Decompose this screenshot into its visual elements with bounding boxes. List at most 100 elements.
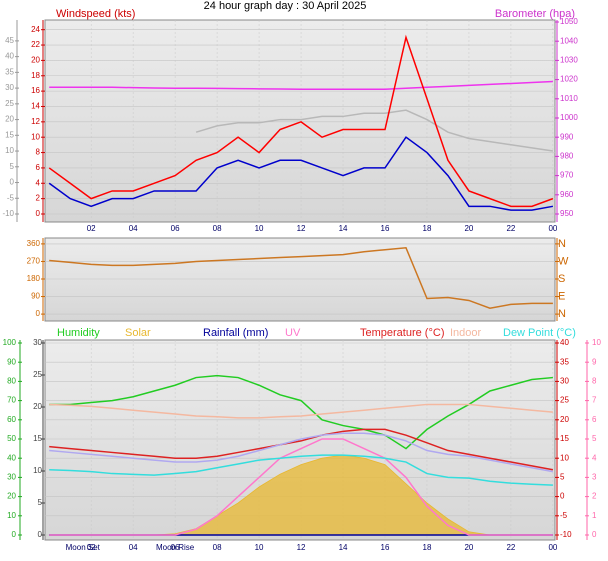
y4-tick-label: 2	[592, 492, 597, 501]
x-tick-label: 12	[297, 224, 306, 233]
y3-tick-label: 25	[5, 99, 14, 108]
y-tick-label: 18	[31, 71, 40, 80]
x-tick-label: 10	[255, 224, 264, 233]
legend-entry: UV	[285, 327, 301, 339]
y-tick-label: 180	[27, 274, 41, 283]
series-line	[49, 80, 553, 90]
x-tick-label: 14	[339, 543, 348, 552]
y-tick-label: 80	[7, 377, 16, 386]
y2-tick-label: 960	[560, 190, 574, 199]
y-tick-label: 2	[36, 194, 41, 203]
x-tick-label: 04	[129, 543, 138, 552]
y2-tick-label: 1000	[560, 113, 578, 122]
legend-entry: Dew Point (°C)	[503, 327, 576, 339]
x-tick-label: 14	[339, 224, 348, 233]
y-tick-label: 60	[7, 415, 16, 424]
y4-tick-label: 9	[592, 357, 597, 366]
y4-tick-label: 1	[592, 511, 597, 520]
y4-tick-label: 8	[592, 377, 597, 386]
legend-entry: Indoor	[450, 327, 482, 339]
y4-tick-label: 5	[592, 434, 597, 443]
series-line	[48, 34, 554, 208]
y3-tick-label: -5	[7, 193, 15, 202]
y-tick-label: 20	[7, 492, 16, 501]
y2-tick-label: 1030	[560, 56, 578, 65]
y3-tick-label: 15	[560, 434, 569, 443]
y-tick-label: 4	[36, 178, 41, 187]
x-tick-label: 06	[171, 224, 180, 233]
y2-tick-label: S	[558, 273, 565, 285]
x-tick-label: 08	[213, 543, 222, 552]
y-tick-label: 90	[7, 357, 16, 366]
x-tick-label: 04	[129, 224, 138, 233]
y-tick-label: 0	[36, 209, 41, 218]
chart-title: 24 hour graph day : 30 April 2025	[204, 0, 367, 12]
y-tick-label: 0	[12, 530, 17, 539]
y-tick-label: 0	[36, 309, 41, 318]
y3-tick-label: 5	[560, 473, 565, 482]
y-tick-label: 10	[7, 511, 16, 520]
y3-tick-label: 0	[10, 178, 15, 187]
y-tick-label: 12	[31, 117, 40, 126]
y-tick-label: 270	[27, 257, 41, 266]
annotation: Moon Set	[66, 543, 101, 552]
y2-tick-label: 10	[33, 466, 42, 475]
y3-tick-label: 40	[560, 338, 569, 347]
series-line	[195, 109, 554, 152]
y-label: Windspeed (kts)	[56, 8, 135, 20]
legend-entry: Solar	[125, 327, 151, 339]
y-tick-label: 30	[7, 473, 16, 482]
series-line	[49, 247, 553, 310]
x-tick-label: 16	[381, 224, 390, 233]
series-line	[49, 432, 554, 473]
y4-tick-label: 3	[592, 473, 597, 482]
y3-tick-label: 30	[560, 377, 569, 386]
y3-tick-label: 10	[5, 146, 14, 155]
plot-area	[44, 19, 556, 223]
y-tick-label: 22	[31, 40, 40, 49]
y2-tick-label: 970	[560, 171, 574, 180]
y4-tick-label: 10	[592, 338, 601, 347]
y2-tick-label: W	[558, 255, 569, 267]
y3-tick-label: 30	[5, 83, 14, 92]
series-line	[49, 403, 553, 419]
y2-tick-label: 0	[38, 530, 43, 539]
x-tick-label: 20	[464, 543, 473, 552]
y3-tick-label: 35	[5, 67, 14, 76]
x-tick-label: 06	[171, 543, 180, 552]
annotation: Moon Rise	[156, 543, 195, 552]
y2-tick-label: 25	[33, 370, 42, 379]
y-tick-label: 16	[31, 86, 40, 95]
y2-tick-label: N	[558, 238, 566, 250]
y2-tick-label: 1040	[560, 36, 578, 45]
plot-area	[44, 237, 556, 322]
y2-tick-label: 950	[560, 209, 574, 218]
y-tick-label: 90	[31, 292, 40, 301]
x-tick-label: 02	[87, 543, 96, 552]
x-tick-label: 16	[381, 543, 390, 552]
y3-tick-label: 15	[5, 130, 14, 139]
y-tick-label: 6	[36, 163, 41, 172]
series-line	[49, 454, 553, 486]
series-line	[48, 136, 554, 211]
y4-tick-label: 7	[592, 396, 597, 405]
y2-tick-label: 1020	[560, 75, 578, 84]
x-tick-label: 00	[548, 543, 557, 552]
y-tick-label: 20	[31, 56, 40, 65]
y2-tick-label: 1050	[560, 17, 578, 26]
y-tick-label: 50	[7, 434, 16, 443]
y3-tick-label: 25	[560, 396, 569, 405]
y2-tick-label: 30	[33, 338, 42, 347]
legend-entry: Temperature (°C)	[360, 327, 444, 339]
y3-tick-label: 45	[5, 36, 14, 45]
y2-tick-label: 980	[560, 152, 574, 161]
y-tick-label: 10	[31, 132, 40, 141]
y-tick-label: 14	[31, 102, 40, 111]
x-tick-label: 18	[423, 543, 432, 552]
x-tick-label: 12	[297, 543, 306, 552]
y-tick-label: 24	[31, 25, 40, 34]
y3-tick-label: 5	[10, 162, 15, 171]
y2-tick-label: E	[558, 290, 565, 302]
legend-entry: Rainfall (mm)	[203, 327, 268, 339]
